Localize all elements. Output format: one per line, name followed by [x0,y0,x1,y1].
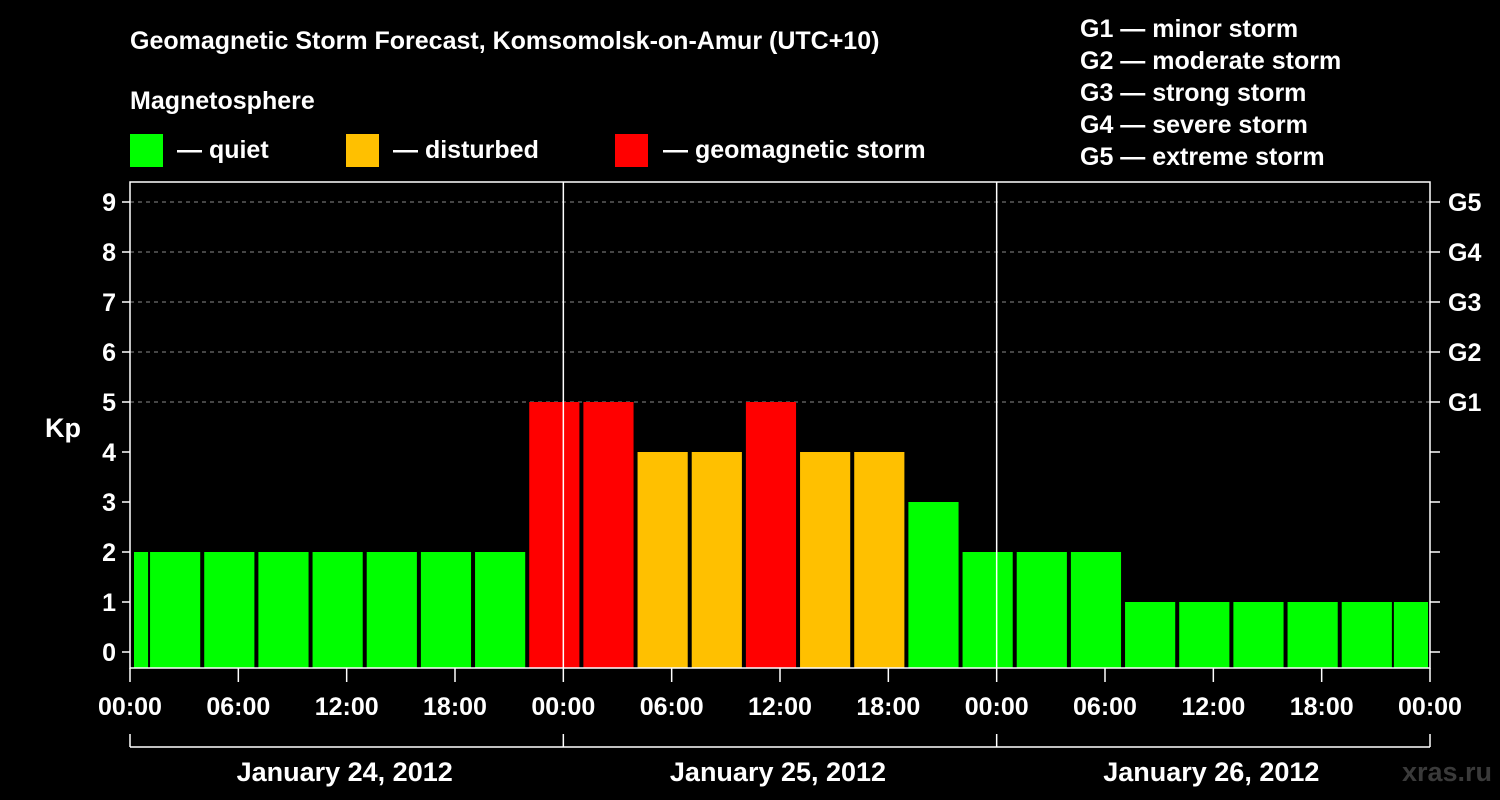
x-tick-label: 06:00 [640,693,704,721]
kp-bar-12-storm [745,402,797,668]
storm-level-label-g1: G1 [1448,389,1481,417]
watermark: xras.ru [1402,757,1492,787]
kp-bar-19-quiet [1125,602,1176,668]
kp-bar-3-quiet [258,552,309,668]
chart-title: Geomagnetic Storm Forecast, Komsomolsk-o… [130,27,879,55]
date-label: January 24, 2012 [237,757,453,787]
storm-level-axis: G1 G2 G3 G4 G5 [1430,189,1481,653]
kp-bar-0-quiet [134,552,149,668]
kp-bar-15-quiet [908,502,959,668]
storm-level-label-g4: G4 [1448,239,1481,267]
level-legend: — quiet — disturbed — geomagnetic storm [130,134,926,167]
x-tick-label: 18:00 [856,693,920,721]
x-tick-label: 18:00 [423,693,487,721]
kp-bar-2-quiet [204,552,255,668]
kp-bar-8-storm [529,402,580,668]
grid-lines [130,201,1430,403]
x-tick-label: 12:00 [748,693,812,721]
y-axis-label: Kp [45,413,81,443]
kp-bar-21-quiet [1233,602,1284,668]
storm-scale-g2: G2 — moderate storm [1080,47,1341,75]
x-tick-label: 12:00 [315,693,379,721]
x-tick-label: 06:00 [206,693,270,721]
day-separators [562,182,998,668]
x-tick-label: 06:00 [1073,693,1137,721]
storm-scale-g3: G3 — strong storm [1080,79,1306,107]
storm-level-label-g3: G3 [1448,289,1481,317]
kp-bar-4-quiet [312,552,363,668]
storm-scale-g5: G5 — extreme storm [1080,143,1325,171]
kp-bar-5-quiet [366,552,417,668]
x-tick-label: 00:00 [98,693,162,721]
kp-bars [134,402,1428,668]
y-tick-label: 5 [102,389,116,417]
time-axis: 00:00 06:00 12:00 18:00 00:00 06:00 12:00 18:00… [98,668,1462,721]
kp-bar-17-quiet [1016,552,1067,668]
y-tick-label: 2 [102,539,116,567]
legend-swatch-quiet [130,134,163,167]
x-tick-label: 18:00 [1290,693,1354,721]
x-tick-label: 12:00 [1181,693,1245,721]
x-tick-label: 00:00 [1398,693,1462,721]
legend-swatch-storm [615,134,648,167]
kp-bar-7-quiet [475,552,526,668]
date-label: January 26, 2012 [1103,757,1319,787]
date-label: January 25, 2012 [670,757,886,787]
y-tick-label: 6 [102,339,116,367]
date-axis: January 24, 2012 January 25, 2012 January … [129,734,1431,787]
kp-bar-11-disturbed [691,452,742,668]
y-tick-label: 1 [102,589,116,617]
kp-bar-9-storm [583,402,634,668]
y-axis: 0 1 2 3 4 5 6 7 8 9 [102,189,130,667]
x-tick-label: 00:00 [965,693,1029,721]
legend-swatch-disturbed [346,134,379,167]
kp-bar-13-disturbed [800,452,851,668]
storm-level-label-g5: G5 [1448,189,1481,217]
kp-bar-6-quiet [420,552,472,668]
storm-scale-g4: G4 — severe storm [1080,111,1308,139]
legend-label-storm: — geomagnetic storm [663,136,926,164]
y-tick-label: 4 [102,439,116,467]
legend-title: Magnetosphere [130,87,315,115]
kp-bar-23-quiet [1341,602,1392,668]
y-tick-label: 0 [102,639,116,667]
storm-scale-g1: G1 — minor storm [1080,15,1298,43]
y-tick-label: 7 [102,289,116,317]
y-tick-label: 9 [102,189,116,217]
legend-label-disturbed: — disturbed [393,136,539,164]
kp-bar-24-quiet [1393,602,1428,668]
storm-scale-legend: G1 — minor storm G2 — moderate storm G3 … [1080,15,1341,171]
y-tick-label: 3 [102,489,116,517]
storm-level-label-g2: G2 [1448,339,1481,367]
legend-label-quiet: — quiet [177,136,269,164]
kp-bar-14-disturbed [854,452,905,668]
kp-bar-10-disturbed [637,452,688,668]
kp-bar-1-quiet [150,552,201,668]
y-tick-label: 8 [102,239,116,267]
kp-bar-16-quiet [962,552,1013,668]
kp-bar-20-quiet [1179,602,1230,668]
kp-bar-18-quiet [1070,552,1122,668]
kp-bar-22-quiet [1287,602,1338,668]
x-tick-label: 00:00 [531,693,595,721]
